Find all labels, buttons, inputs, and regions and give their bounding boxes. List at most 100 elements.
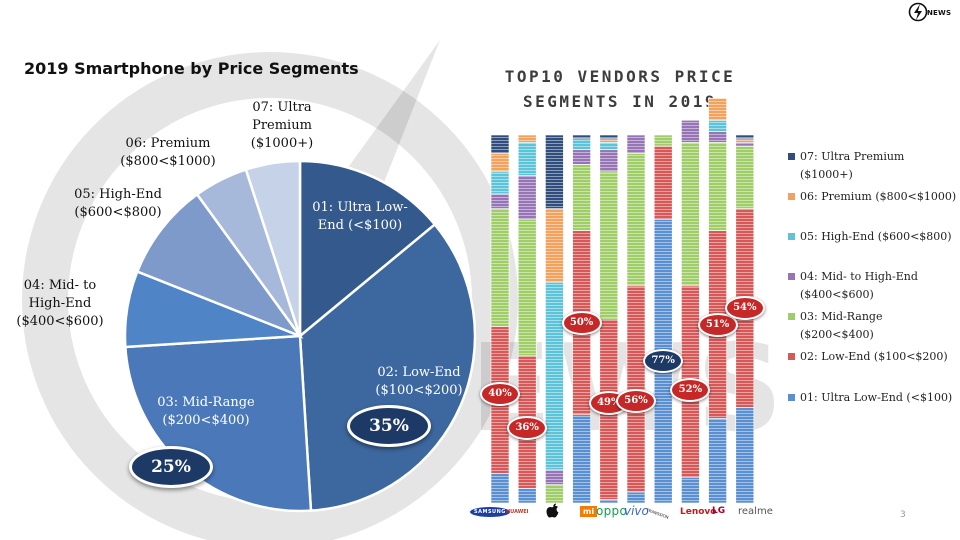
bar-badge-vivo: 56% (616, 388, 656, 413)
vendor-logo-mi: mi (580, 506, 598, 517)
lightning-icon (908, 2, 928, 22)
bar-segment-lg-mid_high (708, 131, 727, 143)
pie-label-line: ($1000+) (250, 136, 314, 151)
pie-badge-low_end: 35% (347, 405, 431, 447)
bar-segment-apple-premium (545, 208, 564, 283)
bar-segment-lg-ultra_low (708, 418, 727, 504)
pie-label-line: Premium (252, 118, 312, 133)
bar-chart-title-line: TOP10 VENDORS PRICE (504, 67, 736, 86)
vendor-logo-samsung: SAMSUNG (470, 507, 510, 517)
bar-badge-transsion: 77% (643, 349, 684, 374)
legend-label: 05: High-End ($600<$800) (800, 230, 952, 243)
pie-label-line: 01: Ultra Low- (312, 200, 408, 215)
legend-swatch (788, 273, 795, 280)
legend-label: 02: Low-End ($100<$200) (800, 350, 948, 363)
bar-segment-samsung-ultra_premium (490, 134, 510, 154)
bar-segment-xiaomi-high_end (572, 138, 591, 151)
bar-segment-vivo-mid_high (626, 134, 646, 154)
bar-segment-samsung-premium (490, 153, 510, 173)
bar-segment-xiaomi-mid_high (572, 149, 591, 165)
bar-segment-huawei-mid_range (517, 219, 537, 357)
legend-swatch (788, 353, 795, 360)
bar-segment-huawei-mid_high (517, 175, 537, 220)
pie-label-line: ($200<$400) (162, 413, 250, 428)
pie-label-ultra_premium: 07: Ultra Premium ($1000+) (202, 99, 362, 153)
bar-segment-lenovo-mid_high (681, 119, 700, 143)
bar-segment-realme-premium (735, 138, 755, 143)
bar-badge-samsung: 40% (480, 381, 520, 406)
bar-badge-xiaomi: 50% (561, 310, 602, 335)
pie-label-line: ($800<$1000) (120, 154, 216, 169)
bar-segment-xiaomi-mid_range (572, 164, 591, 231)
bar-segment-huawei-premium (517, 134, 537, 143)
bar-segment-xiaomi-ultra_premium (572, 134, 591, 139)
pie-label-line: High-End (28, 296, 92, 311)
bar-segment-lg-high_end (708, 119, 727, 132)
pie-label-low_end: 02: Low-End ($100<$200) (339, 364, 499, 400)
bar-segment-lenovo-mid_range (681, 142, 700, 287)
bar-segment-oppo-mid_high (599, 149, 619, 173)
bar-segment-oppo-ultra_premium (599, 134, 619, 139)
vendor-logo-huawei: HUAWEI (506, 509, 529, 515)
pie-label-mid_high: 04: Mid- to High-End ($400<$600) (0, 277, 140, 331)
legend-label: 07: Ultra Premium ($1000+) (800, 150, 905, 181)
legend-swatch (788, 193, 795, 200)
bar-segment-apple-mid_high (545, 469, 564, 485)
bar-segment-apple-mid_range (545, 484, 564, 504)
bar-segment-realme-ultra_low (735, 407, 755, 504)
vendor-logo-oppo: oppo (596, 504, 628, 518)
bar-segment-samsung-ultra_low (490, 473, 510, 504)
vendor-logo-lg: LG (712, 506, 726, 516)
bar-chart-title-line: SEGMENTS IN 2019 (522, 92, 718, 111)
pie-label-line: ($600<$800) (74, 205, 162, 220)
bar-segment-huawei-high_end (517, 142, 537, 176)
pie-label-line: ($400<$600) (16, 314, 104, 329)
bar-segment-realme-mid_range (735, 145, 755, 209)
legend-label: 04: Mid- to High-End ($400<$600) (800, 270, 918, 301)
bar-segment-vivo-ultra_low (626, 491, 646, 504)
pie-label-ultra_low: 01: Ultra Low- End (<$100) (280, 199, 440, 235)
bar-segment-samsung-mid_range (490, 208, 510, 327)
vendor-logo-transsion: TRANSSION (645, 507, 670, 520)
bar-segment-realme-mid_high (735, 142, 755, 147)
pie-slice-ultra_premium (244, 159, 302, 337)
bar-badge-lg: 51% (697, 312, 738, 337)
bar-badge-lenovo: 52% (670, 377, 711, 402)
legend-label: 01: Ultra Low-End (<$100) (800, 391, 953, 404)
pie-label-line: 07: Ultra (252, 100, 312, 115)
bar-segment-samsung-high_end (490, 171, 510, 195)
apple-logo-icon (546, 503, 560, 523)
bar-segment-oppo-mid_range (599, 171, 619, 320)
bar-segment-oppo-high_end (599, 142, 619, 151)
pie-label-mid_range: 03: Mid-Range ($200<$400) (126, 394, 286, 430)
pie-label-line: 06: Premium (125, 136, 211, 151)
pie-label-line: 03: Mid-Range (157, 395, 255, 410)
vendor-logo-vivo: vivo (624, 504, 649, 518)
bar-segment-lg-premium (708, 97, 727, 121)
bar-badge-realme: 54% (724, 295, 765, 320)
pie-slice-high_end (135, 192, 304, 339)
pie-label-line: End (<$100) (317, 218, 403, 233)
bar-segment-xiaomi-ultra_low (572, 414, 591, 504)
bar-segment-huawei-ultra_low (517, 487, 537, 504)
legend-label: 06: Premium ($800<$1000) (800, 190, 957, 203)
legend-swatch (788, 153, 795, 160)
bar-chart-title: TOP10 VENDORS PRICE SEGMENTS IN 2019 (470, 64, 770, 114)
legend-swatch (788, 313, 795, 320)
vendor-logo-realme: realme (738, 506, 773, 517)
bar-segment-transsion-low_end (653, 145, 673, 220)
bar-segment-apple-high_end (545, 281, 564, 471)
bar-segment-transsion-mid_range (653, 134, 673, 147)
legend-swatch (788, 394, 795, 401)
bar-segment-samsung-mid_high (490, 193, 510, 209)
bar-segment-lenovo-ultra_low (681, 476, 700, 504)
pie-label-premium: 06: Premium ($800<$1000) (88, 135, 248, 171)
legend-swatch (788, 233, 795, 240)
pie-label-line: 02: Low-End (377, 365, 461, 380)
pie-badge-mid_range: 25% (129, 446, 213, 488)
legend-label: 03: Mid-Range ($200<$400) (800, 310, 883, 341)
bar-segment-apple-ultra_premium (545, 134, 564, 209)
pie-label-line: ($100<$200) (375, 383, 463, 398)
